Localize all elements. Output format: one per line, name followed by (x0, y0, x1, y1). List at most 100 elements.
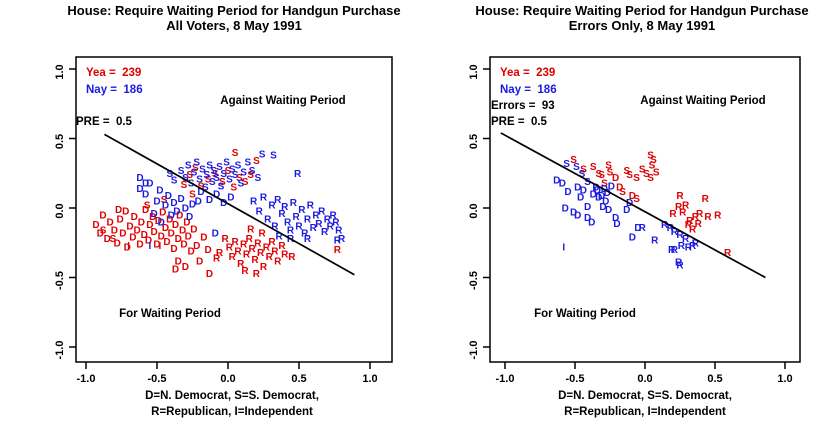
data-point-R: R (260, 192, 268, 203)
data-point-S: S (650, 155, 657, 166)
data-point-S: S (213, 173, 220, 184)
data-point-S: S (225, 166, 232, 177)
data-point-D: D (227, 192, 234, 203)
data-point-S: S (226, 174, 233, 185)
data-point-D: D (562, 204, 569, 215)
data-point-R: R (676, 230, 684, 241)
data-point-S: S (580, 165, 587, 176)
data-point-R: R (679, 208, 687, 219)
data-point-D: D (153, 240, 160, 251)
data-point-D: D (629, 233, 636, 244)
data-point-S: S (230, 183, 237, 194)
data-point-D: D (605, 205, 612, 216)
legend-errors-right: Errors = 93 (491, 100, 555, 112)
data-point-R: R (266, 252, 274, 263)
x-tick-label: -0.5 (148, 373, 167, 385)
data-point-R: R (327, 222, 335, 233)
data-point-R: R (254, 238, 262, 249)
data-point-S: S (212, 169, 219, 180)
data-point-R: R (639, 223, 647, 234)
data-point-R: R (281, 249, 289, 260)
data-point-D: D (584, 202, 591, 213)
data-point-D: D (574, 183, 581, 194)
data-point-D: D (608, 181, 615, 192)
data-point-D: D (136, 184, 143, 195)
x-tick-label: 0.5 (707, 373, 722, 385)
x-tick-label: -0.5 (566, 373, 585, 385)
data-point-R: R (264, 215, 272, 226)
data-point-R: R (253, 269, 261, 280)
page-title-right-line1: House: Require Waiting Period for Handgu… (475, 3, 809, 18)
data-point-S: S (161, 195, 168, 206)
data-point-S: S (595, 169, 602, 180)
data-point-S: S (205, 174, 212, 185)
data-point-S: S (171, 176, 178, 187)
data-point-D: D (136, 173, 143, 184)
data-point-D: D (179, 226, 186, 237)
data-point-S: S (229, 165, 236, 176)
data-point-D: D (205, 245, 212, 256)
data-point-D: D (142, 190, 149, 201)
data-point-I: I (127, 241, 130, 252)
data-point-S: S (110, 234, 117, 245)
data-point-R: R (704, 212, 712, 223)
data-point-R: R (276, 231, 284, 242)
data-point-S: S (191, 167, 198, 178)
data-point-D: D (138, 217, 145, 228)
data-point-D: D (159, 208, 166, 219)
legend-pre-left: PRE = 0.5 (76, 116, 132, 128)
data-point-R: R (671, 245, 679, 256)
data-point-R: R (256, 206, 264, 217)
data-point-D: D (156, 185, 163, 196)
data-point-D: D (129, 233, 136, 244)
data-point-S: S (203, 170, 210, 181)
annotation-for-right: For Waiting Period (534, 308, 636, 320)
data-point-R: R (696, 209, 704, 220)
data-point-D: D (170, 198, 177, 209)
x-axis-label-right-line1: D=N. Democrat, S=S. Democrat, (558, 390, 732, 402)
data-point-R: R (334, 245, 342, 256)
data-point-R: R (268, 237, 276, 248)
data-point-S: S (144, 201, 151, 212)
data-point-S: S (219, 177, 226, 188)
data-point-D: D (165, 191, 172, 202)
data-point-R: R (318, 206, 326, 217)
data-point-R: R (274, 256, 282, 267)
data-point-R: R (676, 191, 684, 202)
data-point-D: D (193, 241, 200, 252)
data-point-S: S (601, 178, 608, 189)
data-point-S: S (249, 166, 256, 177)
data-point-R: R (301, 229, 309, 240)
data-point-D: D (595, 192, 602, 203)
data-point-D: D (584, 213, 591, 224)
data-point-R: R (251, 255, 259, 266)
data-point-S: S (193, 158, 200, 169)
data-point-D: D (588, 217, 595, 228)
data-point-R: R (689, 241, 697, 252)
data-point-R: R (278, 209, 286, 220)
y-tick-label: 0.0 (468, 203, 480, 218)
data-point-D: D (598, 191, 605, 202)
annotation-against-right: Against Waiting Period (640, 95, 766, 107)
data-point-D: D (182, 204, 189, 215)
data-point-R: R (669, 209, 677, 220)
data-point-D: D (206, 195, 213, 206)
data-point-R: R (271, 247, 279, 258)
legend-nay-left: Nay = 186 (86, 84, 143, 96)
data-point-S: S (198, 181, 205, 192)
y-tick-label: -0.5 (468, 271, 480, 290)
data-point-D: D (616, 183, 623, 194)
data-point-D: D (119, 229, 126, 240)
data-point-D: D (115, 205, 122, 216)
data-point-R: R (304, 234, 312, 245)
data-point-D: D (183, 217, 190, 228)
data-point-D: D (182, 262, 189, 273)
x-tick-label: 1.0 (777, 373, 792, 385)
data-point-S: S (178, 166, 185, 177)
data-point-S: S (199, 165, 206, 176)
data-point-D: D (111, 226, 118, 237)
data-point-S: S (643, 169, 650, 180)
data-point-R: R (675, 202, 683, 213)
x-tick-label: 0.0 (637, 373, 652, 385)
